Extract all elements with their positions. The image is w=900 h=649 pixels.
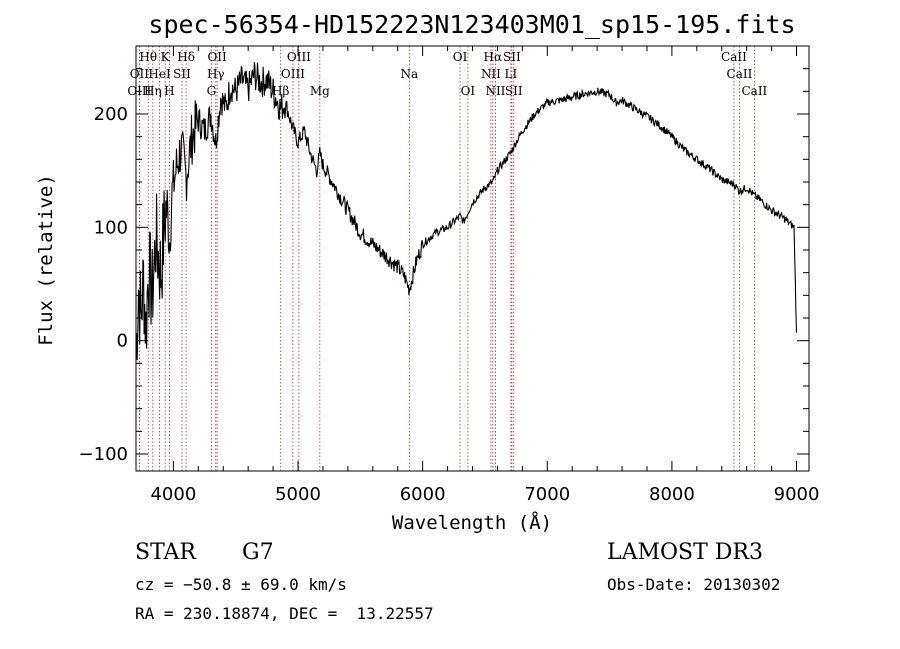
spectral-line-label: Hθ <box>139 50 157 64</box>
spectral-line-label: Hδ <box>177 50 195 64</box>
x-tick-label: 6000 <box>400 484 446 505</box>
spectral-line-label: SII <box>503 50 521 64</box>
y-tick-label: 100 <box>94 217 128 238</box>
spectral-line-label: K <box>161 50 171 64</box>
spectral-line-label: Hβ <box>272 84 289 98</box>
x-tick-label: 8000 <box>649 484 695 505</box>
spectral-line-markers <box>138 46 755 471</box>
spectral-line-label: Hγ <box>207 67 225 81</box>
redshift-readout: cz = −50.8 ± 69.0 km/s <box>135 575 347 594</box>
spectral-line-label: LI <box>505 67 518 81</box>
spectral-line-label: NII <box>481 67 501 81</box>
y-axis-label: Flux (relative) <box>35 174 57 346</box>
spectral-line-label: OI <box>461 84 476 98</box>
plot-frame <box>135 45 810 472</box>
spectral-line-label: G <box>207 84 217 98</box>
flux-series-line <box>135 62 798 361</box>
spectral-line-label: OIII <box>281 67 305 81</box>
spectral-line-label: OI <box>453 50 468 64</box>
chart-title: spec-56354-HD152223N123403M01_sp15-195.f… <box>148 10 795 39</box>
x-tick-label: 4000 <box>150 484 196 505</box>
spectral-line-label: OII <box>130 67 150 81</box>
spectral-line-label: CaII <box>727 67 753 81</box>
spectral-line-label: H <box>164 84 174 98</box>
spectral-line-label: Hα <box>484 50 503 64</box>
y-tick-label: 200 <box>94 104 128 125</box>
x-axis-label: Wavelength (Å) <box>392 511 552 534</box>
spectral-line-label: Mg <box>310 84 330 98</box>
spectral-line-label: Hη <box>144 84 162 98</box>
spectral-line-label: HeI <box>148 67 171 81</box>
x-tick-label: 5000 <box>275 484 321 505</box>
x-tick-label: 9000 <box>774 484 820 505</box>
spectral-line-label: OII <box>207 50 227 64</box>
coordinates-readout: RA = 230.18874, DEC = 13.22557 <box>135 604 434 623</box>
object-subclass: G7 <box>242 540 274 565</box>
spectral-line-label: Na <box>400 67 418 81</box>
spectral-line-label: SII <box>505 84 523 98</box>
series-layer <box>135 62 798 361</box>
y-tick-label: −100 <box>79 444 128 465</box>
object-class: STAR <box>135 540 196 565</box>
axes: 4000 5000 6000 7000 8000 9000 −100 0 100 200 <box>79 45 820 505</box>
survey-name: LAMOST DR3 <box>607 540 763 565</box>
spectral-line-label: OIII <box>287 50 311 64</box>
observation-date: Obs-Date: 20130302 <box>607 575 781 594</box>
x-tick-label: 7000 <box>524 484 570 505</box>
spectral-line-label: CaII <box>741 84 767 98</box>
spectral-line-label: SII <box>173 67 191 81</box>
spectral-line-label: NII <box>485 84 505 98</box>
spectral-line-label: OIII <box>127 84 151 98</box>
y-tick-label: 0 <box>117 331 128 352</box>
spectral-line-label: CaII <box>721 50 747 64</box>
